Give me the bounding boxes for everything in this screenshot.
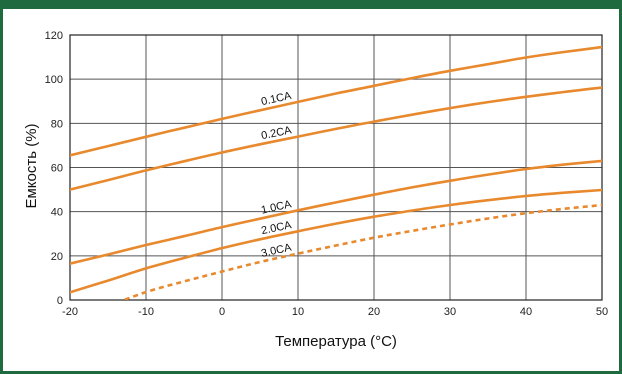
y-axis-title: Емкость (%) <box>23 123 40 208</box>
x-tick-labels: -20 -10 0 10 20 30 40 50 <box>62 306 608 318</box>
series-lines <box>70 45 602 300</box>
plot-border <box>69 34 603 301</box>
y-tick-label: 100 <box>45 74 63 86</box>
y-tick-label: 120 <box>45 30 63 42</box>
x-tick-label: 50 <box>596 306 608 318</box>
grid <box>69 34 603 301</box>
x-tick-label: 40 <box>520 306 532 318</box>
y-tick-label: 80 <box>51 118 63 130</box>
y-tick-labels: 0 20 40 60 80 100 120 <box>45 30 63 307</box>
y-tick-label: 20 <box>51 251 63 263</box>
series-line-2-0CA <box>70 188 602 294</box>
series-line-0-1CA <box>70 45 602 157</box>
y-tick-label: 40 <box>51 207 63 219</box>
y-tick-label: 0 <box>57 295 63 307</box>
x-axis-title: Температура (°C) <box>275 333 397 350</box>
plot-border-rect <box>69 34 603 301</box>
x-tick-label: 20 <box>368 306 380 318</box>
x-tick-label: -20 <box>62 306 78 318</box>
x-tick-label: 30 <box>444 306 456 318</box>
series-line-1-0CA <box>70 159 602 265</box>
series-line-3-0CA <box>120 203 602 300</box>
y-tick-label: 60 <box>51 163 63 175</box>
x-tick-label: -10 <box>138 306 154 318</box>
series-line-0-2CA <box>70 86 602 191</box>
x-tick-label: 10 <box>292 306 304 318</box>
x-tick-label: 0 <box>219 306 225 318</box>
